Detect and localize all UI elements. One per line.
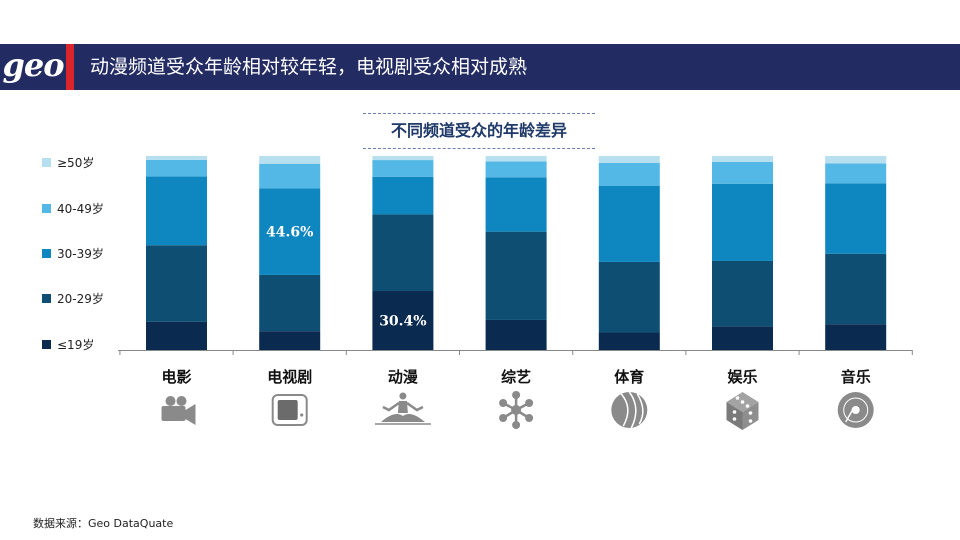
bar-segment-7-4 xyxy=(825,163,887,184)
bar-segment-2-1 xyxy=(259,331,321,350)
bar-segment-2-3 xyxy=(259,188,321,275)
tv-icon xyxy=(271,394,308,426)
bar-segment-5-4 xyxy=(598,162,660,186)
dice-icon xyxy=(726,392,759,430)
bar-segment-3-3 xyxy=(372,176,434,215)
bar-segment-3-2 xyxy=(372,214,434,292)
data-label: 30.4% xyxy=(379,314,426,330)
bar-segment-1-5 xyxy=(146,156,207,160)
category-label: 体育 xyxy=(614,368,644,386)
category-label: 综艺 xyxy=(501,368,531,386)
legend-swatch xyxy=(42,340,51,349)
category-label: 电影 xyxy=(161,368,191,386)
legend-label: ≤19岁 xyxy=(57,337,94,352)
bar-segment-2-5 xyxy=(259,156,321,164)
bar-segment-4-1 xyxy=(485,319,547,350)
bar-segment-5-5 xyxy=(598,156,660,163)
bar-segment-6-2 xyxy=(712,260,773,327)
bar-segment-7-3 xyxy=(825,183,887,254)
legend-swatch xyxy=(42,158,51,167)
bar-segment-2-4 xyxy=(259,163,321,189)
legend-swatch xyxy=(42,294,51,303)
bar-segment-5-2 xyxy=(598,261,660,333)
category-label: 电视剧 xyxy=(267,368,312,386)
data-source-note: 数据来源：Geo DataQuate xyxy=(33,517,174,530)
category-label: 音乐 xyxy=(841,368,871,386)
bar-segment-6-1 xyxy=(712,326,773,350)
data-label: 44.6% xyxy=(266,225,313,241)
bar-segment-4-5 xyxy=(485,156,547,162)
header-bar: geo 动漫频道受众年龄相对较年轻，电视剧受众相对成熟 xyxy=(0,44,960,90)
bar-segment-3-4 xyxy=(372,160,434,177)
logo-accent-bar xyxy=(66,44,74,90)
bar-segment-5-3 xyxy=(598,185,660,262)
bar-segment-3-1 xyxy=(372,291,434,350)
geo-logo: geo xyxy=(0,44,66,90)
legend-label: 30-39岁 xyxy=(57,246,104,261)
category-label: 动漫 xyxy=(388,368,419,386)
bar-segment-1-1 xyxy=(146,321,207,350)
bar-segment-7-5 xyxy=(825,156,887,164)
legend-label: 40-49岁 xyxy=(57,201,104,216)
bar-segment-4-2 xyxy=(485,231,547,320)
bar-segment-7-2 xyxy=(825,253,887,325)
category-label: 娱乐 xyxy=(727,368,757,386)
bar-segment-4-3 xyxy=(485,177,547,232)
chart-title-box: 不同频道受众的年龄差异 xyxy=(363,113,595,149)
legend-label: ≥50岁 xyxy=(57,155,94,170)
ball-icon xyxy=(611,391,648,429)
bar-segment-6-4 xyxy=(712,162,773,184)
bar-segment-6-5 xyxy=(712,156,773,163)
disc-icon xyxy=(837,392,874,428)
bar-segment-6-3 xyxy=(712,183,773,261)
video-camera-icon xyxy=(161,396,196,425)
page-title: 动漫频道受众年龄相对较年轻，电视剧受众相对成熟 xyxy=(90,56,528,78)
bar-segment-2-2 xyxy=(259,274,321,332)
bar-segment-4-4 xyxy=(485,161,547,178)
bar-segment-1-4 xyxy=(146,159,207,177)
network-icon xyxy=(499,391,534,429)
meditation-icon xyxy=(374,392,431,425)
chart-title: 不同频道受众的年龄差异 xyxy=(390,121,567,140)
bar-segment-3-5 xyxy=(372,156,434,161)
bar-segment-5-1 xyxy=(598,332,660,350)
legend-label: 20-29岁 xyxy=(57,291,104,306)
bar-segment-7-1 xyxy=(825,324,887,350)
logo-text: geo xyxy=(2,46,64,84)
legend-swatch xyxy=(42,249,51,258)
bar-segment-1-2 xyxy=(146,245,207,322)
legend-swatch xyxy=(42,204,51,213)
bar-segment-1-3 xyxy=(146,176,207,246)
